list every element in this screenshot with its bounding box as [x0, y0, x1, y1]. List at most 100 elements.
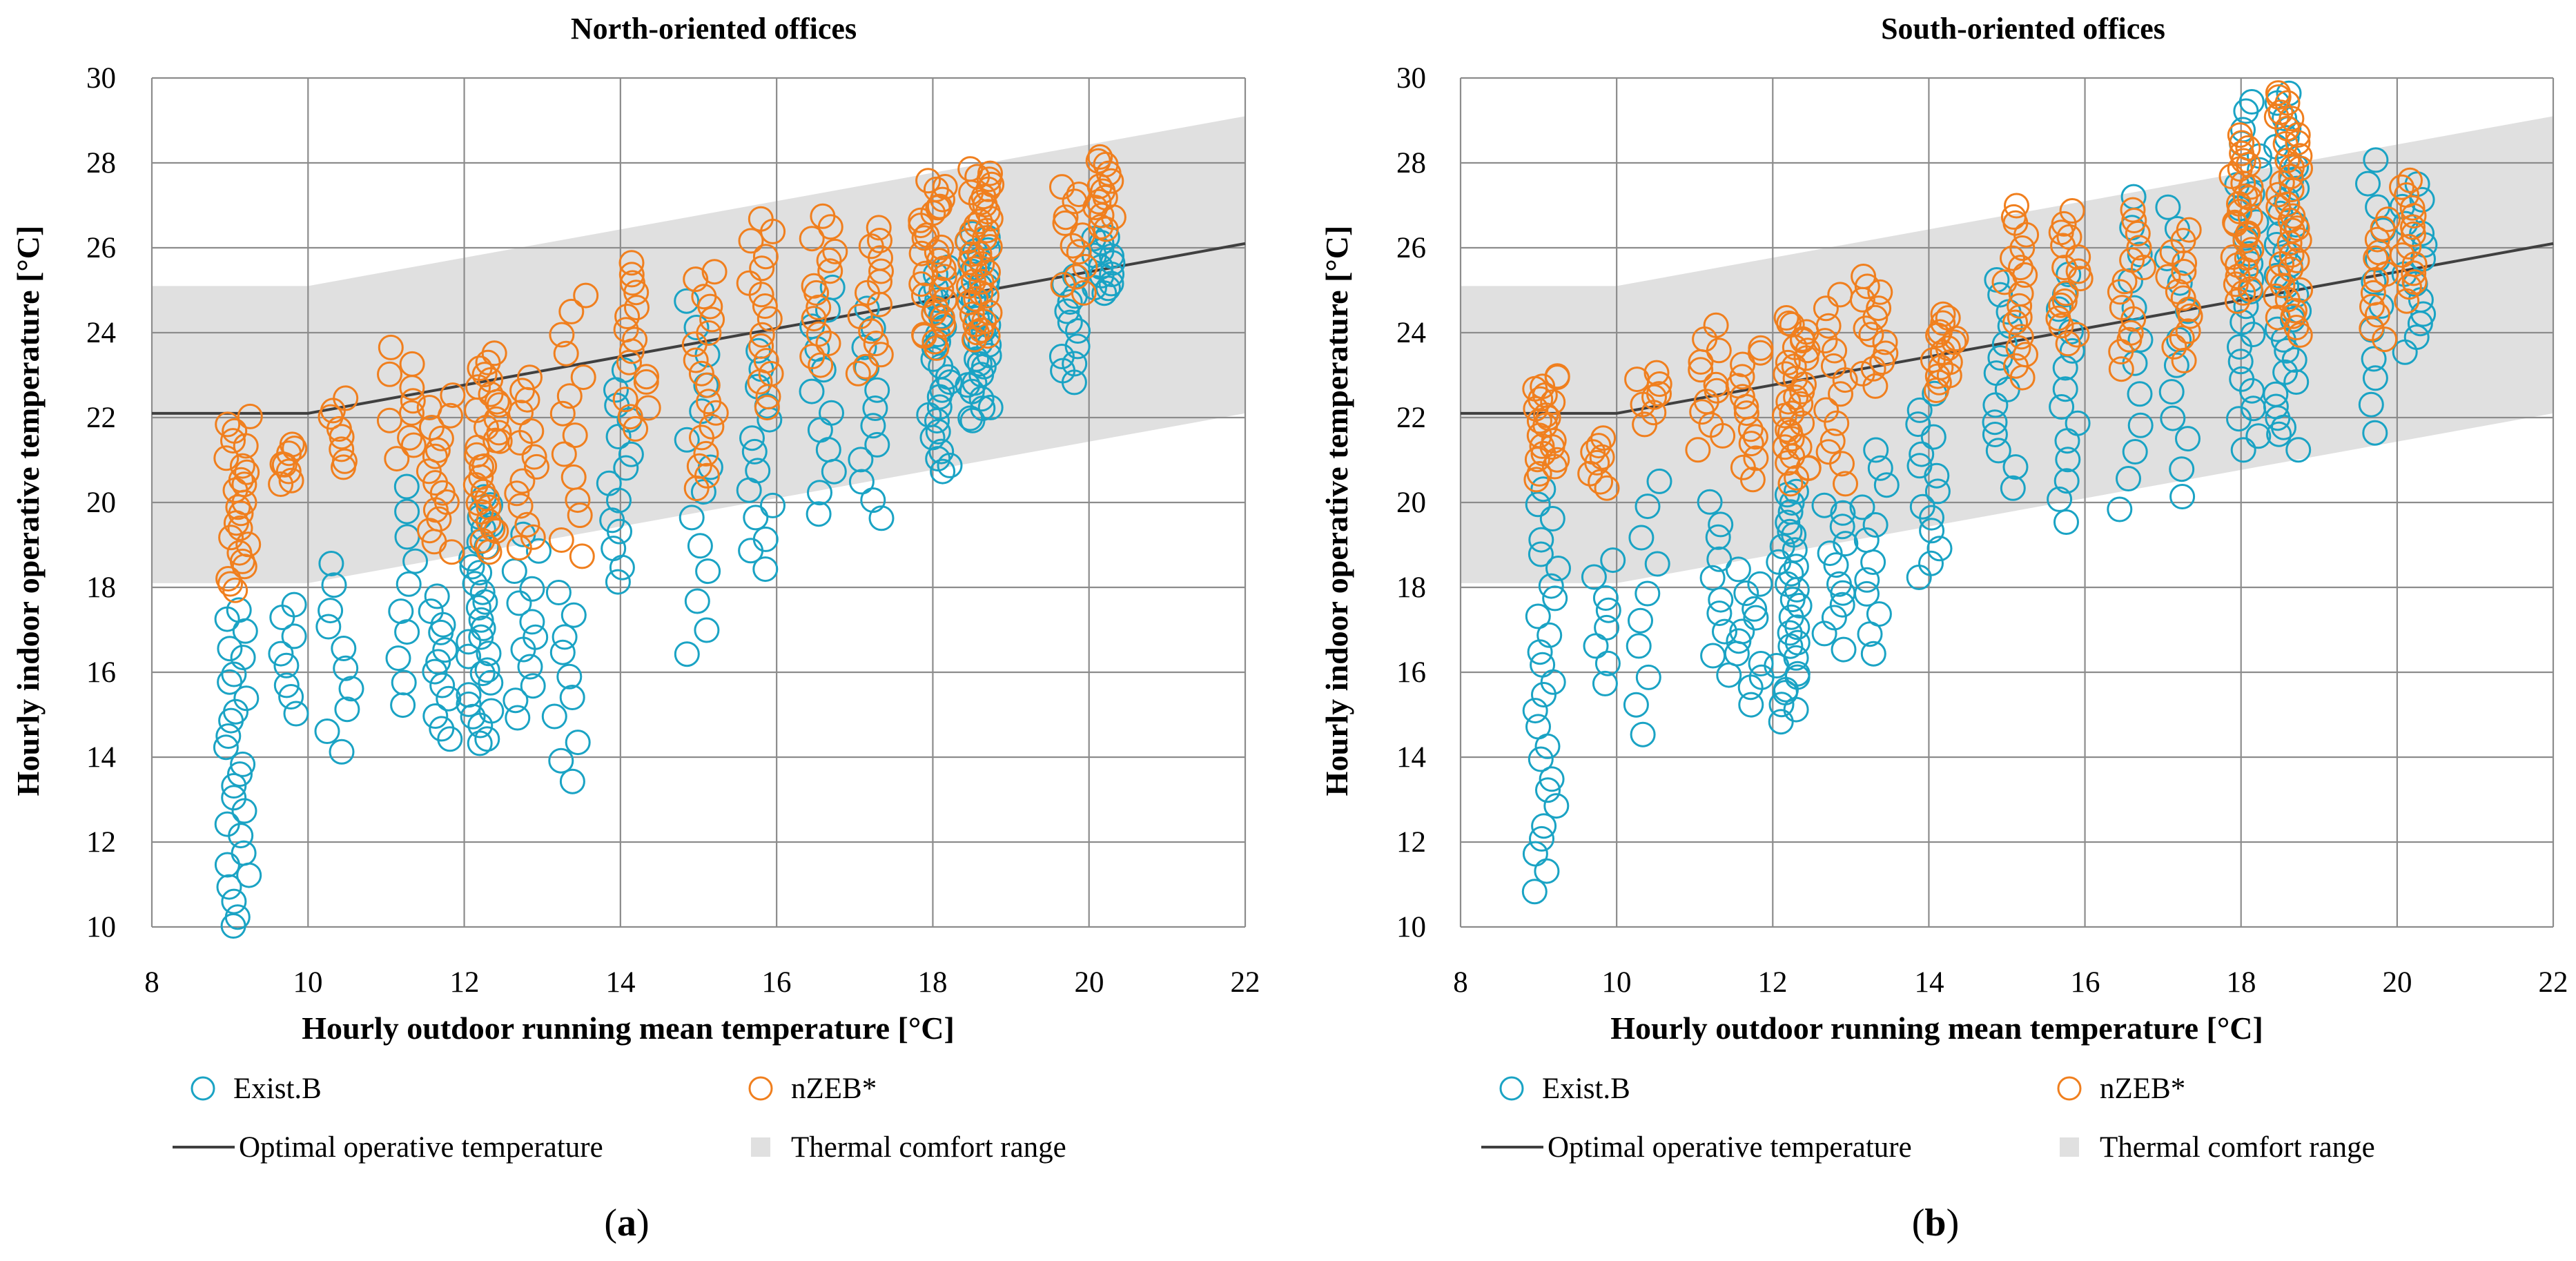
- nzeb-point: [928, 276, 955, 302]
- exist-b-point: [745, 338, 772, 364]
- exist-b-point: [2046, 296, 2071, 322]
- nzeb-point: [623, 416, 649, 442]
- exist-b-point: [928, 438, 955, 465]
- exist-b-point: [1849, 494, 1875, 520]
- nzeb-point: [2229, 140, 2255, 166]
- exist-b-point: [618, 441, 644, 467]
- exist-b-point: [1811, 620, 1837, 647]
- nzeb-point: [1789, 410, 1815, 436]
- exist-b-point: [862, 395, 888, 421]
- nzeb-point: [822, 238, 848, 264]
- nzeb-point: [279, 431, 305, 458]
- nzeb-point: [2004, 193, 2029, 219]
- nzeb-point: [226, 540, 253, 566]
- nzeb-point: [2155, 264, 2181, 290]
- nzeb-point: [278, 467, 304, 493]
- exist-b-point: [468, 607, 494, 633]
- exist-b-point: [1525, 603, 1551, 629]
- exist-b-point: [694, 617, 720, 643]
- exist-b-point: [2410, 301, 2437, 327]
- nzeb-point: [961, 268, 986, 295]
- exist-b-point: [1873, 472, 1900, 498]
- exist-b-point: [596, 470, 622, 496]
- exist-b-point: [1065, 318, 1091, 344]
- exist-b-point: [552, 624, 578, 650]
- nzeb-point: [1066, 239, 1092, 265]
- exist-b-point: [226, 597, 252, 623]
- nzeb-point: [1937, 349, 1963, 375]
- nzeb-point: [1851, 264, 1877, 289]
- nzeb-point: [1064, 264, 1090, 290]
- exist-b-point: [1630, 721, 1656, 747]
- exist-b-point: [1539, 766, 1565, 792]
- nzeb-point: [476, 494, 502, 520]
- nzeb-point: [329, 436, 355, 462]
- nzeb-point: [1772, 434, 1798, 460]
- exist-b-point: [2281, 347, 2307, 373]
- exist-b-point: [1542, 585, 1568, 612]
- exist-b-point: [432, 637, 458, 663]
- exist-b-point: [2358, 391, 2384, 418]
- nzeb-point: [418, 415, 445, 440]
- exist-b-point: [334, 696, 360, 723]
- exist-b-point: [394, 498, 420, 525]
- x-tick-label: 22: [2539, 966, 2568, 999]
- exist-b-point: [1747, 571, 1773, 597]
- exist-b-point: [1854, 580, 1880, 607]
- x-tick-label: 12: [1758, 966, 1788, 999]
- nzeb-point: [2120, 197, 2146, 223]
- panel-label-open: (: [604, 1202, 617, 1244]
- legend-marker-nzeb: [748, 1076, 773, 1101]
- nzeb-point: [2171, 259, 2197, 284]
- nzeb-point: [2109, 295, 2135, 321]
- nzeb-point: [2007, 293, 2033, 319]
- exist-b-point: [799, 378, 825, 404]
- legend-marker-exist: [1499, 1076, 1524, 1101]
- panel-label-a: (a): [604, 1202, 649, 1244]
- nzeb-point: [2121, 208, 2147, 233]
- nzeb-point: [1815, 439, 1842, 465]
- nzeb-point: [486, 420, 512, 446]
- y-tick-label: 22: [1396, 402, 1426, 434]
- nzeb-point: [749, 255, 775, 282]
- y-tick-label: 10: [86, 911, 116, 944]
- exist-b-point: [752, 526, 779, 552]
- nzeb-point: [440, 382, 466, 409]
- exist-b-point: [860, 413, 886, 439]
- nzeb-point: [560, 464, 587, 490]
- exist-b-point: [505, 705, 531, 731]
- x-tick-labels: 8 10 12 14 16 18 20 22: [1453, 966, 2568, 999]
- nzeb-point: [2265, 80, 2291, 106]
- exist-b-point: [695, 558, 721, 585]
- exist-b-point: [1539, 506, 1565, 531]
- nzeb-point: [962, 256, 988, 282]
- nzeb-point: [748, 206, 774, 232]
- nzeb-point: [2053, 280, 2079, 306]
- exist-b-point: [517, 654, 543, 680]
- exist-b-point: [1743, 605, 1769, 631]
- exist-b-point: [2155, 194, 2181, 220]
- exist-b-point: [937, 452, 963, 478]
- nzeb-point: [2374, 206, 2401, 233]
- exist-b-point: [232, 618, 258, 644]
- panel-label-close: ): [636, 1202, 650, 1244]
- nzeb-point: [810, 203, 836, 229]
- nzeb-point: [1860, 355, 1886, 382]
- nzeb-point: [467, 355, 493, 382]
- exist-b-point: [760, 492, 786, 518]
- exist-b-point: [1831, 636, 1857, 663]
- exist-b-point: [333, 655, 359, 681]
- nzeb-point: [509, 468, 536, 494]
- y-tick-label: 14: [1396, 741, 1426, 774]
- exist-b-point: [1821, 605, 1847, 631]
- exist-b-point: [1536, 622, 1563, 648]
- nzeb-point: [1641, 384, 1667, 410]
- exist-b-point: [402, 548, 429, 574]
- exist-b-point: [418, 598, 444, 625]
- nzeb-point: [470, 478, 496, 505]
- chart-title: North-oriented offices: [571, 12, 857, 46]
- exist-b-point: [1987, 282, 2013, 308]
- exist-b-point: [1777, 620, 1803, 646]
- exist-b-point: [2175, 426, 2201, 452]
